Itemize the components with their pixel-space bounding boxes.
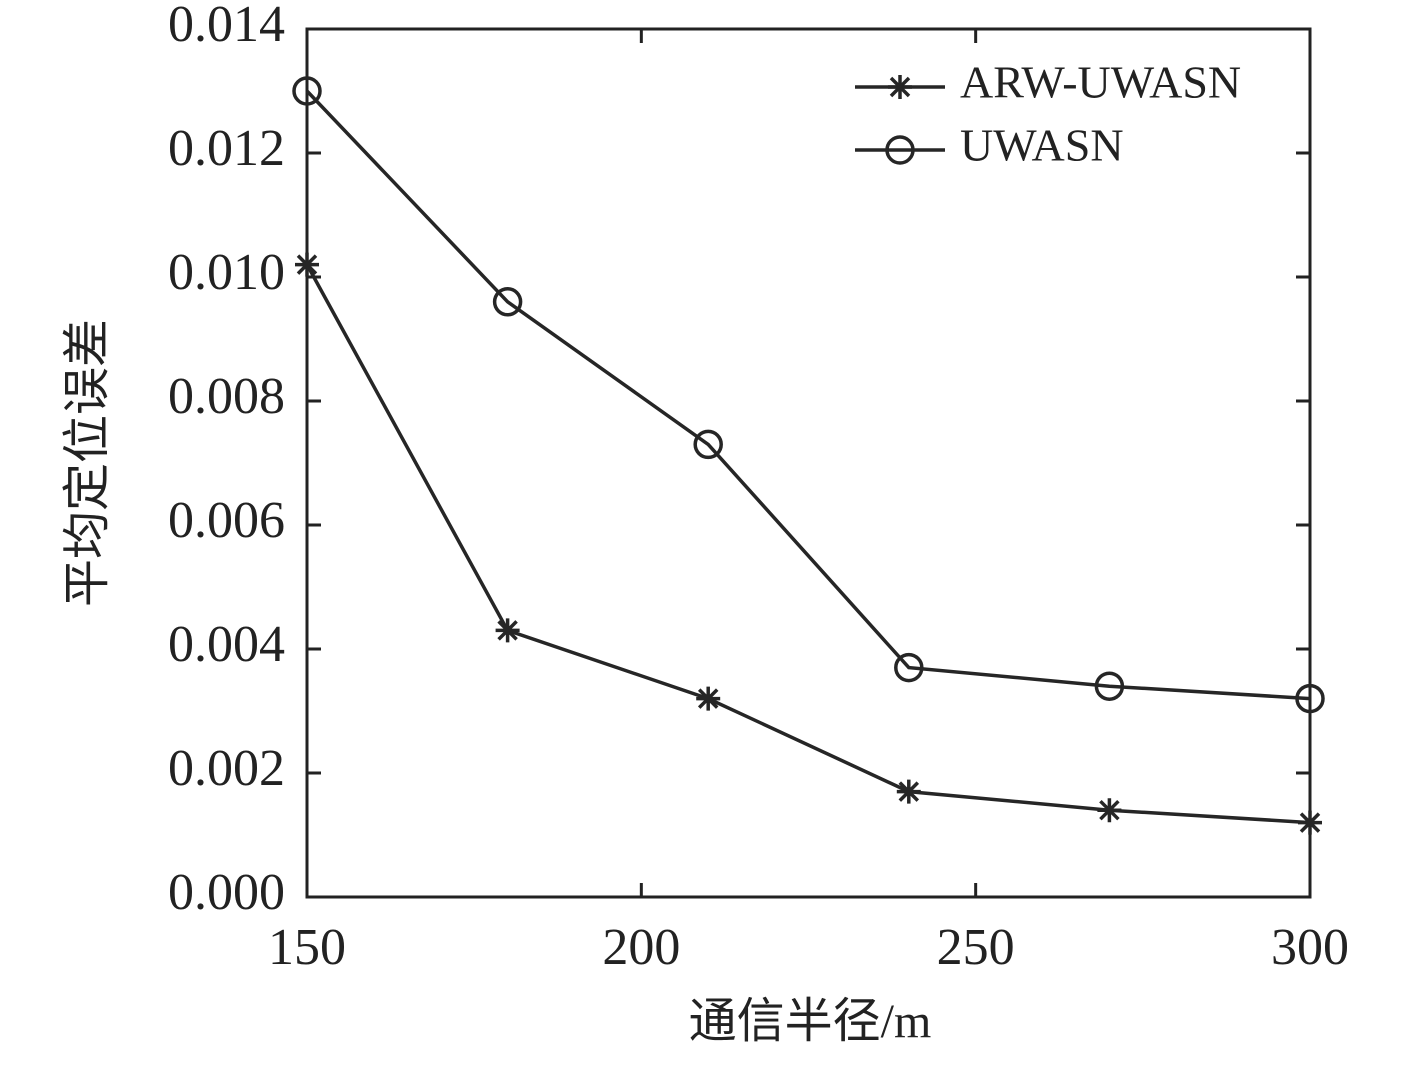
x-tick-label: 250 [937, 919, 1015, 976]
marker-star [888, 75, 912, 99]
legend-label: UWASN [960, 120, 1124, 171]
marker [894, 652, 924, 683]
marker [495, 618, 520, 643]
marker-star [1097, 798, 1122, 823]
y-tick-label: 0.008 [168, 368, 285, 425]
marker [696, 686, 721, 711]
y-tick-label: 0.012 [168, 120, 285, 177]
marker-circle [1295, 683, 1325, 714]
marker-circle [894, 652, 924, 683]
y-tick-label: 0.004 [168, 616, 285, 673]
series-line [305, 263, 1311, 825]
marker [1097, 798, 1122, 823]
y-tick-label: 0.010 [168, 244, 285, 301]
marker-circle [292, 76, 322, 106]
y-tick-label: 0.000 [168, 864, 285, 921]
marker [1298, 810, 1322, 835]
legend-marker [885, 135, 915, 165]
marker-star [495, 618, 520, 643]
marker-star [896, 779, 921, 804]
marker [896, 779, 921, 804]
marker [1295, 683, 1325, 714]
x-axis-label: 通信半径/m [689, 995, 932, 1048]
marker-circle [1094, 671, 1125, 701]
y-tick-label: 0.002 [168, 740, 285, 797]
x-tick-label: 150 [268, 919, 346, 976]
marker [693, 429, 723, 460]
marker-star [1298, 810, 1322, 835]
series-line [305, 89, 1311, 701]
marker [492, 287, 523, 317]
y-axis-label: 平均定位误差 [61, 319, 114, 607]
y-tick-label: 0.006 [168, 492, 285, 549]
marker-star [696, 686, 721, 711]
marker-circle [492, 287, 523, 317]
marker-star [295, 252, 319, 277]
x-tick-label: 300 [1271, 919, 1349, 976]
marker-circle [693, 429, 723, 460]
legend-marker [888, 75, 912, 99]
legend-label: ARW-UWASN [960, 57, 1241, 108]
marker [292, 76, 322, 106]
y-tick-label: 0.014 [168, 0, 285, 53]
x-tick-label: 200 [602, 919, 680, 976]
plot-frame [305, 27, 1312, 899]
marker [295, 252, 319, 277]
marker-circle [885, 135, 915, 165]
marker [1094, 671, 1125, 701]
